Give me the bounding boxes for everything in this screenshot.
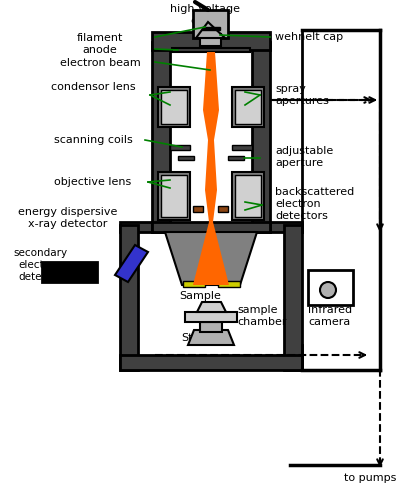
Polygon shape — [188, 330, 234, 345]
Polygon shape — [205, 190, 217, 222]
Bar — [185, 312, 237, 322]
Circle shape — [320, 282, 336, 298]
Text: backscattered
electron
detectors: backscattered electron detectors — [275, 188, 354, 220]
Text: filament: filament — [77, 33, 123, 43]
Text: secondary
electron
detector: secondary electron detector — [13, 248, 67, 282]
Text: scanning coils: scanning coils — [54, 135, 132, 145]
Bar — [178, 156, 194, 160]
Text: Stage: Stage — [181, 333, 213, 343]
Text: electron beam: electron beam — [60, 58, 141, 68]
Bar — [235, 175, 261, 217]
Bar — [235, 90, 261, 124]
Bar — [193, 206, 203, 212]
Bar — [158, 87, 190, 127]
Polygon shape — [203, 110, 219, 140]
Bar — [120, 225, 138, 370]
Bar — [202, 27, 220, 30]
Polygon shape — [205, 140, 217, 190]
Text: to pumps: to pumps — [344, 473, 396, 483]
Text: adjustable
aperture: adjustable aperture — [275, 146, 333, 168]
Bar — [218, 206, 228, 212]
Polygon shape — [197, 302, 226, 312]
Bar — [120, 222, 152, 232]
Bar — [200, 34, 221, 46]
Bar — [284, 225, 302, 370]
Bar — [200, 322, 222, 332]
Bar — [270, 222, 302, 232]
Bar — [152, 32, 270, 50]
Bar — [308, 270, 353, 305]
Bar — [161, 175, 187, 217]
Bar — [228, 156, 244, 160]
Bar — [152, 222, 270, 232]
Bar — [218, 281, 240, 287]
Bar — [172, 48, 250, 52]
Bar — [42, 262, 97, 282]
Polygon shape — [203, 52, 219, 110]
Polygon shape — [196, 22, 225, 38]
Bar — [193, 10, 228, 38]
Text: Sample: Sample — [179, 291, 221, 301]
Text: anode: anode — [83, 45, 117, 55]
Text: condensor lens: condensor lens — [51, 82, 135, 92]
Bar — [183, 281, 205, 287]
Bar — [170, 145, 190, 150]
Polygon shape — [165, 232, 257, 285]
Text: infrared
camera: infrared camera — [308, 305, 352, 327]
Bar — [161, 90, 187, 124]
Text: high-voltage
cable: high-voltage cable — [170, 4, 240, 26]
Bar — [152, 42, 170, 232]
Text: wehnelt cap: wehnelt cap — [275, 32, 343, 42]
Text: spray
apertures: spray apertures — [275, 84, 329, 106]
Bar — [158, 172, 190, 220]
Bar — [232, 145, 252, 150]
Bar — [252, 42, 270, 232]
Polygon shape — [193, 222, 229, 285]
Text: sample
chamber: sample chamber — [237, 305, 286, 327]
Text: energy dispersive
x-ray detector: energy dispersive x-ray detector — [18, 207, 118, 229]
Bar — [232, 172, 264, 220]
Bar — [232, 87, 264, 127]
Polygon shape — [115, 245, 148, 282]
Text: objective lens: objective lens — [54, 177, 132, 187]
Bar — [120, 355, 302, 370]
